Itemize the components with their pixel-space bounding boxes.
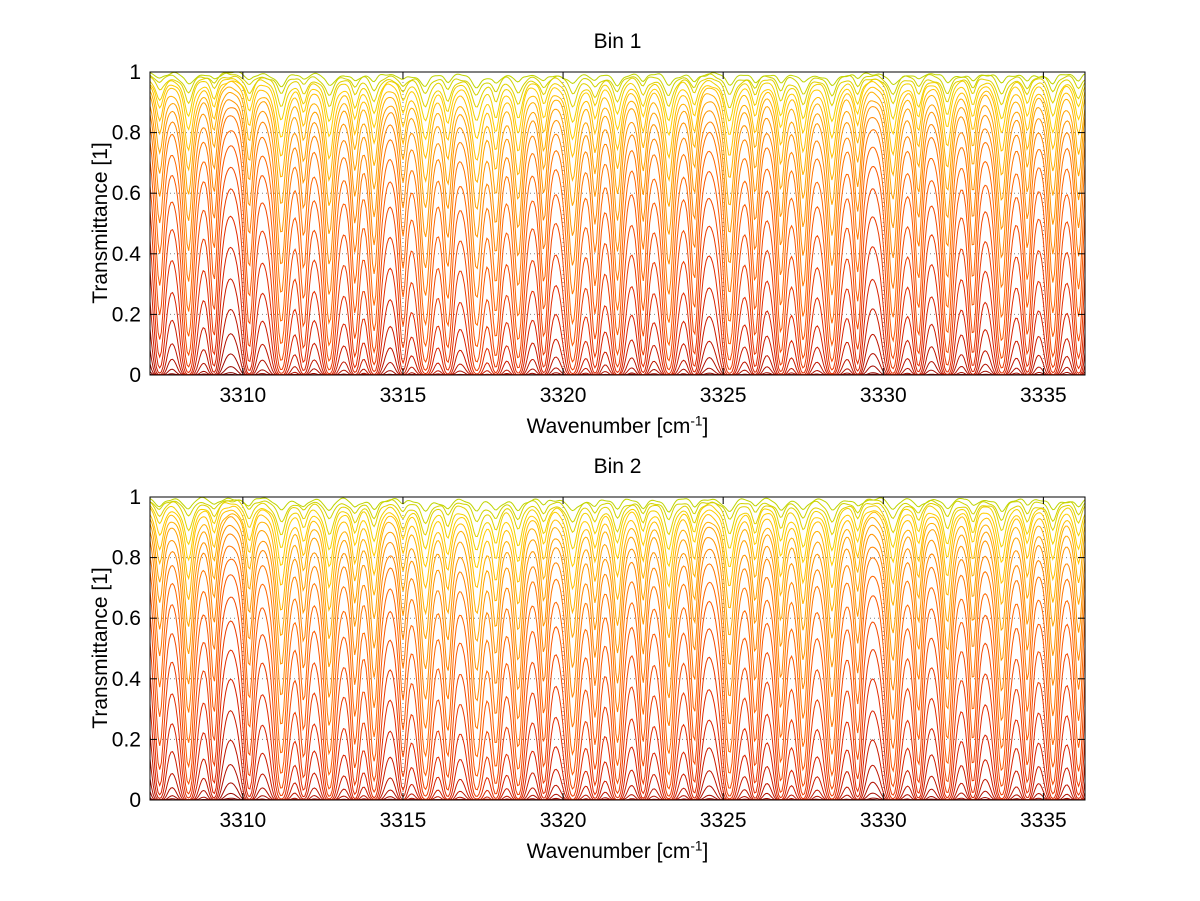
transmittance-curve xyxy=(149,505,1086,569)
x-tick-label: 3310 xyxy=(220,384,267,407)
transmittance-curve xyxy=(149,649,1086,800)
transmittance-curve xyxy=(149,533,1086,702)
transmittance-curve xyxy=(149,107,1086,270)
transmittance-curve xyxy=(149,516,1086,643)
x-tick-label: 3330 xyxy=(860,809,907,832)
xlabel-superscript: -1 xyxy=(690,413,703,429)
transmittance-curve xyxy=(149,80,1086,161)
axes-box xyxy=(149,496,1086,801)
x-tick-label: 3335 xyxy=(1020,384,1067,407)
transmittance-curve xyxy=(149,558,1086,758)
transmittance-curve xyxy=(149,502,1086,552)
bin1-yaxis-label: Transmittance [1] xyxy=(89,142,112,304)
transmittance-curve xyxy=(149,130,1086,327)
transmittance-curve xyxy=(149,574,1086,778)
xlabel-text: Wavenumber [cm xyxy=(526,415,691,438)
y-tick-label: 0 xyxy=(129,364,141,387)
transmittance-curve xyxy=(149,596,1086,791)
xlabel-superscript: -1 xyxy=(690,838,703,854)
bin1-axes-plot: 3310 3315 3320 3325 3330 3335 0 0.2 0.4 0.6 0.8 1 xyxy=(112,61,1086,407)
x-tick-label: 3325 xyxy=(700,384,747,407)
transmittance-curve xyxy=(149,115,1086,299)
x-tick-label: 3325 xyxy=(700,809,747,832)
bin2-yaxis-label: Transmittance [1] xyxy=(89,567,112,729)
transmittance-curve xyxy=(149,92,1086,210)
transmittance-curve xyxy=(149,524,1086,672)
y-tick-label: 0.4 xyxy=(112,668,142,691)
y-tick-label: 0 xyxy=(129,789,141,812)
y-tick-label: 1 xyxy=(129,486,141,509)
transmittance-curve xyxy=(149,496,1086,513)
y-tick-label: 0.2 xyxy=(112,303,141,326)
xlabel-text: Wavenumber [cm xyxy=(526,840,691,863)
transmittance-curve xyxy=(149,278,1086,376)
bin1-title: Bin 1 xyxy=(593,30,642,53)
transmittance-curve xyxy=(149,499,1086,538)
y-tick-label: 0.8 xyxy=(112,122,141,145)
x-tick-label: 3330 xyxy=(860,384,907,407)
bin1-xaxis-label: Wavenumber [cm-1] xyxy=(150,414,1085,439)
y-tick-label: 1 xyxy=(129,61,141,84)
x-tick-label: 3320 xyxy=(540,809,587,832)
transmittance-curve xyxy=(149,80,1086,141)
bin2-title: Bin 2 xyxy=(593,455,642,478)
x-tick-label: 3315 xyxy=(380,809,427,832)
transmittance-curve xyxy=(149,215,1086,375)
transmittance-curve xyxy=(149,75,1086,109)
y-tick-label: 0.4 xyxy=(112,243,142,266)
x-tick-label: 3310 xyxy=(220,809,267,832)
xlabel-suffix: ] xyxy=(702,415,709,438)
transmittance-curve xyxy=(149,545,1086,730)
x-tick-label: 3335 xyxy=(1020,809,1067,832)
y-tick-label: 0.6 xyxy=(112,607,141,630)
transmittance-curve xyxy=(149,145,1086,348)
x-tick-label: 3315 xyxy=(380,384,427,407)
transmittance-curve xyxy=(149,99,1086,238)
transmittance-curve xyxy=(149,78,1086,124)
transmittance-curve xyxy=(149,166,1086,363)
y-tick-label: 0.8 xyxy=(112,547,141,570)
transmittance-curve xyxy=(149,620,1086,797)
xlabel-suffix: ] xyxy=(702,840,709,863)
y-tick-label: 0.2 xyxy=(112,728,141,751)
axes-box xyxy=(149,71,1086,376)
x-tick-label: 3320 xyxy=(540,384,587,407)
transmittance-curve xyxy=(149,86,1086,184)
transmittance-curve xyxy=(149,188,1086,372)
transmittance-curve xyxy=(149,513,1086,616)
transmittance-curve xyxy=(149,71,1086,89)
transmittance-curve xyxy=(149,72,1086,97)
y-tick-label: 0.6 xyxy=(112,182,141,205)
bin2-xaxis-label: Wavenumber [cm-1] xyxy=(150,839,1085,864)
transmittance-curve xyxy=(149,509,1086,591)
bin2-axes-plot: 3310 3315 3320 3325 3330 3335 0 0.2 0.4 0.6 0.8 1 xyxy=(112,486,1086,832)
